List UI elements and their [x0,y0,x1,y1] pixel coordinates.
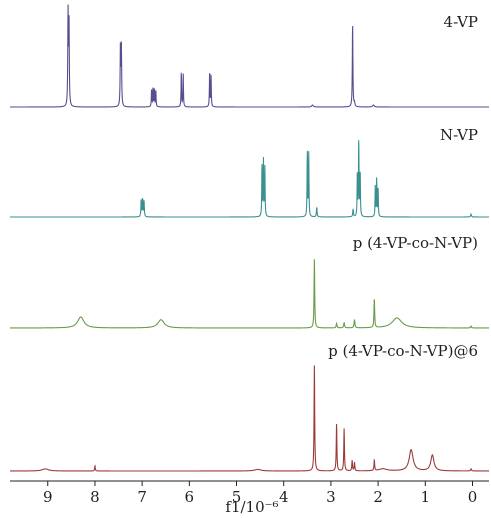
x-axis-title: f1/10⁻⁶ [225,498,278,516]
spectrum-label-copolymer: p (4-VP-co-N-VP) [353,234,478,252]
spectrum-label-nvp: N-VP [440,126,478,144]
x-axis: 9 8 7 6 5 4 3 2 1 0 f1/10⁻⁶ [10,480,489,516]
x-axis-ticks: 9 8 7 6 5 4 3 2 1 0 [43,481,477,506]
x-tick-label-2: 2 [373,488,383,506]
x-tick-label-5: 5 [232,488,242,506]
spectrum-line-nvp [10,140,489,218]
x-tick-label-3: 3 [326,488,336,506]
x-tick-label-8: 8 [90,488,100,506]
spectrum-line-copolymer [10,259,489,329]
spectrum-line-4vp [10,4,489,108]
spectrum-line-copolymer-6 [10,365,489,472]
x-tick-label-9: 9 [43,488,53,506]
x-tick-label-4: 4 [279,488,289,506]
spectrum-label-4vp: 4-VP [444,13,478,31]
spectra-group [10,4,489,472]
x-tick-label-7: 7 [137,488,147,506]
x-tick-label-1: 1 [421,488,431,506]
spectrum-label-copolymer-6: p (4-VP-co-N-VP)@6 [328,342,478,360]
x-tick-label-6: 6 [185,488,195,506]
x-tick-label-0: 0 [468,488,478,506]
